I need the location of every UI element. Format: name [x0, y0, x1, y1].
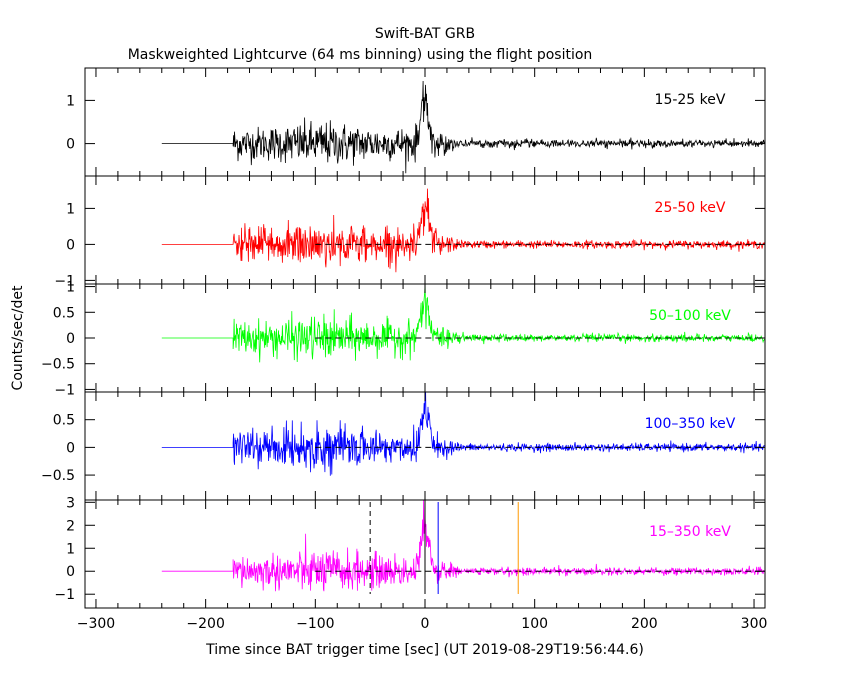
lightcurve-series: [161, 188, 765, 273]
y-tick-label: 0: [66, 137, 75, 153]
band-label: 25-50 keV: [655, 200, 726, 216]
panel-3: −1 −0.5 0 0.5 1 50–100 keV: [41, 280, 766, 398]
panels: 0 1 15-25 keV −1 0 1 25-50 keV −1 −0.5 0 0.5 1 50–10…: [41, 67, 768, 632]
y-tick-label: 1: [66, 280, 75, 296]
panel-frame: [84, 175, 766, 285]
band-label: 50–100 keV: [649, 308, 731, 324]
panel-4: −0.5 0 0.5 100–350 keV: [41, 391, 766, 501]
y-tick-label: −0.5: [41, 357, 75, 373]
lightcurve-series: [161, 80, 765, 174]
lightcurve-series: [161, 500, 765, 592]
y-tick-label: 1: [66, 93, 75, 109]
y-tick-label: 1: [66, 201, 75, 217]
x-tick-label: 0: [421, 616, 430, 632]
panel-frame: [84, 67, 766, 177]
y-tick-label: 0.5: [53, 413, 75, 429]
band-label: 100–350 keV: [645, 416, 736, 432]
y-tick-label: 0: [66, 331, 75, 347]
y-tick-label: −1: [54, 273, 75, 289]
band-label: 15-25 keV: [655, 92, 726, 108]
y-tick-label: 0.5: [53, 305, 75, 321]
y-tick-label: −1: [54, 587, 75, 603]
y-tick-label: 3: [66, 495, 75, 511]
x-tick-label: −300: [77, 616, 115, 632]
y-tick-label: −1: [54, 382, 75, 398]
y-tick-label: 0: [66, 237, 75, 253]
y-tick-label: 0: [66, 440, 75, 456]
panel-5: −1 0 1 2 3 15–350 keV: [54, 495, 766, 609]
y-tick-label: 2: [66, 518, 75, 534]
chart-title: Swift-BAT GRB: [375, 26, 475, 42]
x-tick-label: −200: [186, 616, 224, 632]
x-tick-label: −100: [296, 616, 334, 632]
x-tick-label: 100: [521, 616, 548, 632]
y-tick-label: 1: [66, 541, 75, 557]
x-tick-label: 300: [741, 616, 768, 632]
y-tick-label: −0.5: [41, 468, 75, 484]
y-tick-label: 0: [66, 564, 75, 580]
band-label: 15–350 keV: [649, 524, 731, 540]
y-axis-label: Counts/sec/det: [10, 285, 26, 390]
chart-subtitle: Maskweighted Lightcurve (64 ms binning) …: [128, 47, 593, 63]
x-axis-label: Time since BAT trigger time [sec] (UT 20…: [205, 642, 644, 658]
x-tick-label: 200: [631, 616, 658, 632]
panel-1: 0 1 15-25 keV: [66, 67, 766, 177]
panel-2: −1 0 1 25-50 keV: [54, 175, 766, 289]
